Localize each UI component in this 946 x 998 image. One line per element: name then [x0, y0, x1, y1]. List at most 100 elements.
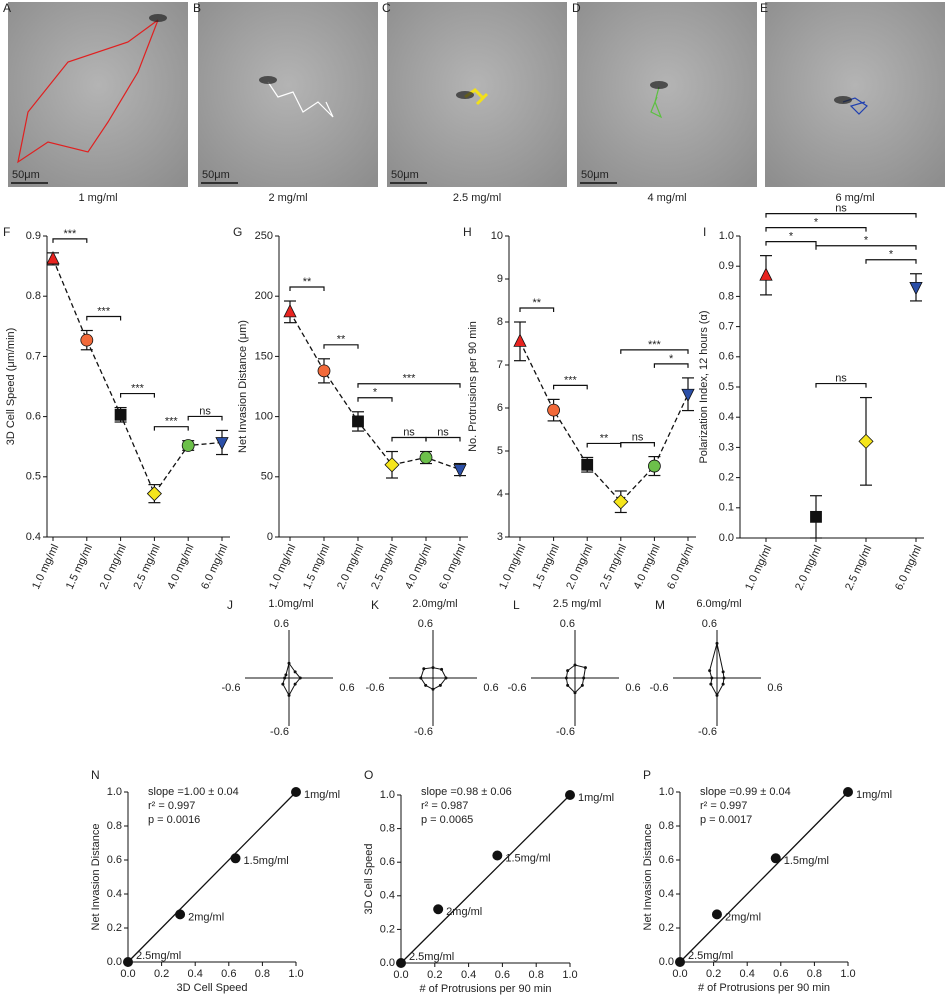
radar-point: [580, 683, 584, 687]
panel-letter: F: [3, 225, 10, 239]
radar-point: [566, 669, 570, 673]
significance-label: ns: [835, 203, 847, 215]
y-tick-label: 1.0: [659, 786, 674, 798]
radar-point: [293, 682, 297, 686]
marker: [810, 510, 822, 523]
significance-bracket: [357, 383, 461, 388]
image-caption: 2 mg/ml: [268, 192, 307, 204]
image-caption: 2.5 mg/ml: [453, 192, 501, 204]
x-axis-label: # of Protrusions per 90 min: [698, 982, 830, 994]
radar-point: [722, 676, 726, 680]
micrograph: [577, 2, 757, 187]
panel-letter: C: [382, 1, 391, 15]
significance-label: *: [889, 249, 894, 261]
trend-line: [52, 258, 223, 495]
point: [396, 958, 406, 968]
significance-label: *: [864, 235, 869, 247]
y-tick-label: 0.2: [380, 923, 395, 935]
y-tick-label: 0.4: [659, 888, 674, 900]
significance-label: ns: [199, 405, 211, 417]
x-tick-label: 6.0 mg/ml: [665, 542, 696, 591]
fit-stat: slope =0.99 ± 0.04: [700, 786, 791, 798]
x-tick-label: 2.5 mg/ml: [131, 542, 162, 591]
y-tick-label: 0.8: [107, 820, 122, 832]
y-tick-label: 0.6: [659, 854, 674, 866]
y-tick-label: -0.6: [414, 726, 433, 738]
y-tick-label: 0.5: [719, 381, 734, 393]
radar-point: [293, 670, 297, 674]
x-tick-label: 0.2: [427, 969, 442, 981]
y-tick-label: 50: [261, 471, 273, 483]
cell: [149, 14, 167, 22]
radar-point: [564, 676, 568, 680]
point: [230, 853, 241, 864]
y-tick-label: 0.8: [659, 820, 674, 832]
radar-title: 6.0mg/ml: [696, 598, 741, 610]
significance-bracket: [323, 344, 359, 349]
y-tick-label: 4: [497, 488, 503, 500]
y-axis-label: Polarization Index, 12 hours (α): [698, 310, 710, 463]
marker: [858, 433, 874, 449]
radar-point: [708, 669, 712, 673]
y-tick-label: 100: [255, 411, 273, 423]
point-label: 2.5mg/ml: [688, 950, 733, 962]
radar-point: [440, 667, 444, 671]
y-tick-label: 0.7: [26, 350, 41, 362]
significance-bracket: [620, 441, 655, 447]
marker: [114, 408, 127, 421]
panel-letter: N: [91, 768, 100, 782]
y-tick-label: 200: [255, 290, 273, 302]
fit-line: [127, 791, 297, 963]
significance-label: *: [814, 217, 819, 229]
radar-point: [422, 667, 426, 671]
point: [175, 909, 186, 920]
radar-point: [715, 641, 719, 645]
y-tick-label: 6: [497, 402, 503, 414]
cell: [834, 96, 852, 104]
y-tick-label: 0.6: [719, 351, 734, 363]
radar-point: [419, 676, 423, 680]
image-caption: 4 mg/ml: [647, 192, 686, 204]
fit-stat: r² = 0.997: [148, 800, 195, 812]
cell-track: [842, 97, 868, 115]
significance-bracket: [519, 307, 555, 312]
significance-bracket: [357, 397, 393, 402]
y-tick-label: 0.2: [107, 922, 122, 934]
panel-letter: B: [193, 1, 201, 15]
x-tick-label: 2.5 mg/ml: [843, 543, 874, 592]
x-tick-label: -0.6: [222, 682, 241, 694]
x-axis-label: # of Protrusions per 90 min: [419, 983, 551, 995]
x-tick-label: 0.4: [461, 969, 476, 981]
significance-label: ns: [403, 426, 415, 438]
x-tick-label: 0.2: [706, 968, 721, 980]
y-tick-label: 0.8: [26, 290, 41, 302]
x-axis-label: 3D Cell Speed: [177, 982, 248, 994]
x-tick-label: 4.0 mg/ml: [631, 542, 662, 591]
x-tick-label: 1.5 mg/ml: [301, 542, 332, 591]
scale-bar-label: 50μm: [391, 169, 419, 181]
micrograph: [387, 2, 567, 187]
y-tick-label: 0.0: [719, 532, 734, 544]
y-tick-label: 0.2: [659, 922, 674, 934]
y-axis-label: Net Invasion Distance (μm): [237, 320, 249, 453]
radar-point: [431, 687, 435, 691]
x-tick-label: 0.6: [221, 968, 236, 980]
x-tick-label: 2.0 mg/ml: [564, 542, 595, 591]
significance-bracket: [815, 245, 917, 250]
cell-track: [267, 81, 334, 118]
point-label: 1.5mg/ml: [505, 852, 550, 864]
significance-label: ***: [63, 228, 77, 240]
point-label: 1mg/ml: [304, 789, 340, 801]
point-label: 2.5mg/ml: [409, 951, 454, 963]
point: [565, 790, 575, 800]
panel-letter: G: [233, 225, 242, 239]
fit-stat: p = 0.0017: [700, 814, 752, 826]
radar-shape: [282, 662, 301, 697]
radar-point: [721, 670, 725, 674]
y-tick-label: 8: [497, 316, 503, 328]
significance-bracket: [120, 392, 155, 398]
fit-stat: r² = 0.987: [421, 800, 468, 812]
significance-label: **: [600, 432, 609, 444]
y-tick-label: 0.4: [719, 411, 734, 423]
panel-letter: J: [227, 598, 233, 612]
